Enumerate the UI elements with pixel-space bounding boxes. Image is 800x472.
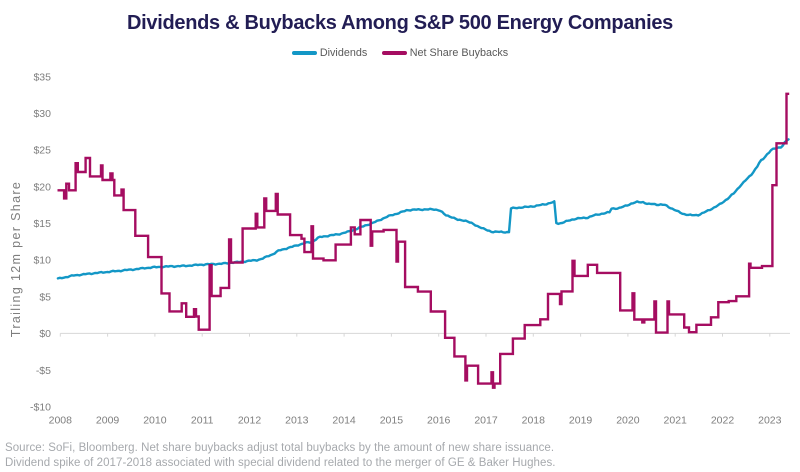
svg-text:2017: 2017	[474, 415, 498, 427]
svg-text:2021: 2021	[664, 415, 688, 427]
svg-text:2012: 2012	[238, 415, 262, 427]
svg-text:2008: 2008	[49, 415, 73, 427]
svg-text:$25: $25	[33, 145, 51, 157]
svg-text:2015: 2015	[380, 415, 404, 427]
svg-text:2009: 2009	[96, 415, 120, 427]
svg-text:$35: $35	[33, 71, 51, 83]
svg-text:2016: 2016	[427, 415, 451, 427]
svg-text:$30: $30	[33, 108, 51, 120]
svg-text:2010: 2010	[143, 415, 167, 427]
svg-text:-$10: -$10	[30, 402, 51, 414]
svg-text:$0: $0	[39, 328, 51, 340]
svg-text:Trailing 12m per Share: Trailing 12m per Share	[9, 181, 23, 337]
svg-text:$20: $20	[33, 181, 51, 193]
svg-text:2020: 2020	[616, 415, 640, 427]
svg-text:2018: 2018	[522, 415, 546, 427]
svg-text:2019: 2019	[569, 415, 593, 427]
svg-text:2013: 2013	[285, 415, 309, 427]
svg-text:$15: $15	[33, 218, 51, 230]
svg-text:$10: $10	[33, 255, 51, 267]
svg-text:2011: 2011	[191, 415, 214, 427]
svg-text:-$5: -$5	[36, 365, 51, 377]
svg-text:2022: 2022	[711, 415, 735, 427]
svg-text:$5: $5	[39, 291, 51, 303]
svg-text:2014: 2014	[332, 415, 356, 427]
svg-text:2023: 2023	[758, 415, 782, 427]
